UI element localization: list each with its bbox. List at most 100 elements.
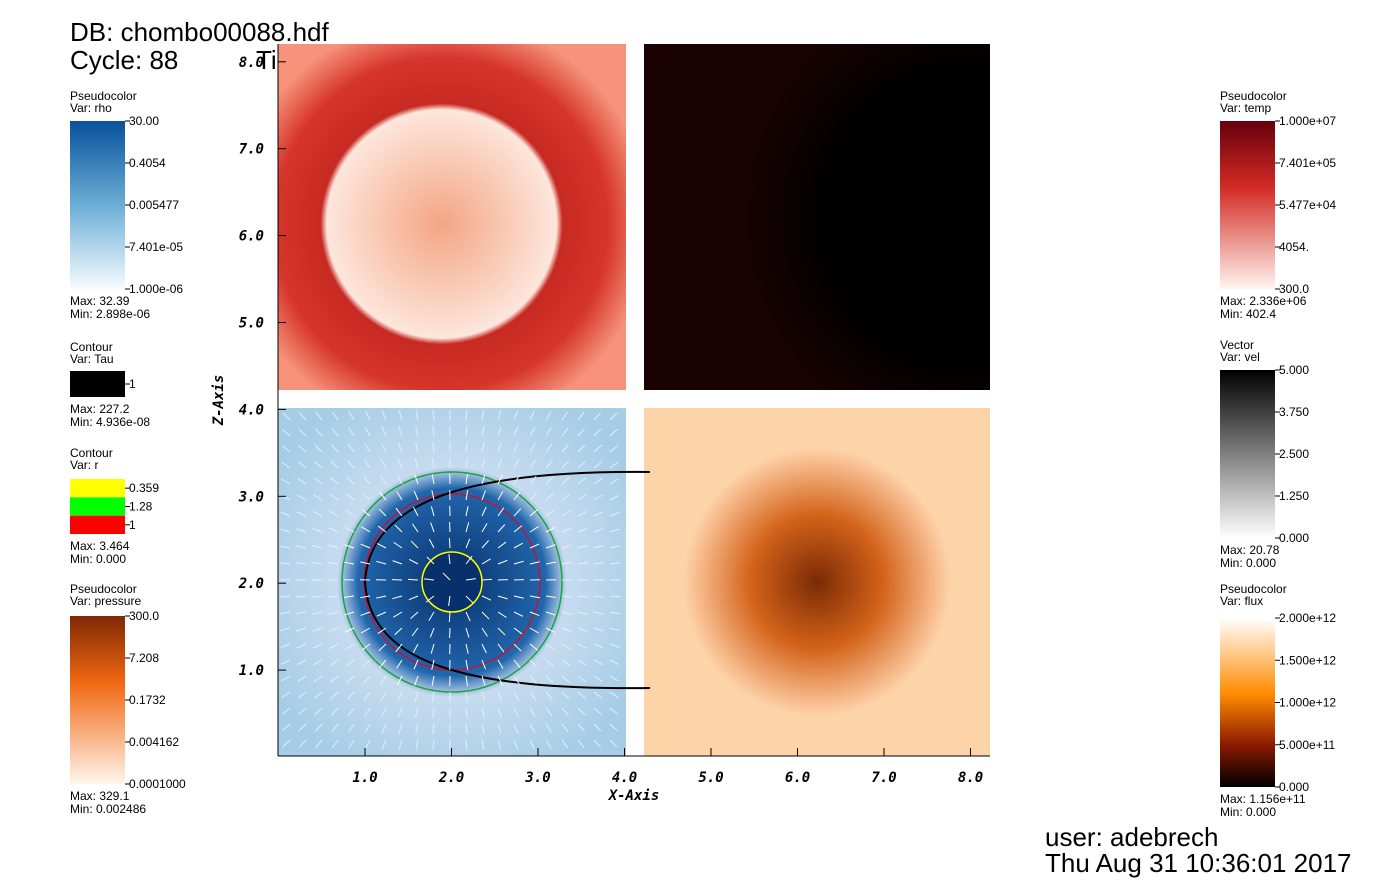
vector-arrow — [497, 723, 502, 734]
vector-arrow — [381, 739, 387, 750]
vector-arrow — [513, 410, 519, 421]
z-tick-label: 6.0 — [239, 229, 264, 245]
vector-arrow — [465, 611, 471, 622]
vector-arrow — [481, 691, 486, 702]
vector-arrow — [415, 739, 419, 750]
vector-arrow — [431, 691, 435, 702]
vector-arrow — [314, 461, 323, 469]
vector-arrow — [465, 522, 470, 533]
vector-arrow — [413, 490, 419, 501]
vector-arrow — [577, 627, 588, 632]
vector-arrow — [361, 509, 371, 517]
vector-arrow — [481, 558, 491, 565]
vector-arrow — [593, 528, 604, 533]
vector-arrow — [577, 595, 588, 598]
vector-arrow — [513, 508, 522, 517]
legend-min: Min: 2.898e-06 — [70, 307, 150, 321]
vector-arrow — [529, 611, 540, 617]
vector-arrow — [298, 428, 307, 437]
vector-arrow — [481, 643, 487, 654]
vector-arrow — [414, 442, 419, 453]
vector-arrow — [561, 723, 569, 733]
vector-arrow — [529, 492, 538, 501]
vector-arrow — [344, 561, 355, 565]
plot-area — [277, 44, 990, 757]
vector-arrow — [609, 739, 618, 748]
vector-arrow — [497, 611, 507, 618]
vector-arrow — [297, 478, 307, 485]
vector-arrow — [545, 723, 552, 733]
vector-arrow — [577, 643, 588, 649]
vector-arrow — [280, 643, 291, 649]
colorbar-label: 2.000e+12 — [1279, 611, 1336, 625]
vector-arrow — [593, 675, 603, 682]
vector-arrow — [497, 474, 503, 485]
vector-arrow — [296, 511, 307, 517]
vector-arrow — [432, 739, 435, 750]
vector-arrow — [481, 458, 486, 469]
vector-arrow — [561, 527, 572, 533]
vector-arrow — [577, 707, 586, 716]
vector-arrow — [529, 707, 536, 717]
vector-arrow — [609, 494, 620, 501]
colorbar — [70, 121, 125, 289]
vector-arrow — [577, 675, 587, 683]
vector-arrow — [609, 691, 619, 699]
vector-arrow — [398, 723, 403, 734]
vector-arrow — [529, 543, 540, 549]
vector-arrow — [497, 507, 505, 517]
colorbar-label: 0.4054 — [129, 156, 166, 170]
vector-arrow — [497, 524, 506, 533]
vector-arrow — [280, 545, 291, 549]
vector-arrow — [279, 595, 291, 598]
vector-arrow — [481, 627, 488, 637]
vector-arrow — [392, 560, 403, 565]
legend-title: Contour — [70, 446, 113, 460]
vector-arrow — [344, 527, 355, 533]
vector-arrow — [593, 595, 605, 598]
vector-arrow — [465, 675, 468, 686]
vector-arrow — [577, 444, 586, 453]
vector-arrow — [282, 739, 291, 748]
vector-arrow — [609, 545, 620, 549]
vector-arrow — [448, 554, 451, 565]
vector-arrow — [376, 595, 387, 599]
vector-arrow — [377, 627, 387, 635]
contour-swatch — [70, 515, 125, 534]
vector-arrow — [312, 643, 323, 649]
vector-arrow — [329, 493, 339, 501]
vector-arrow — [346, 493, 355, 501]
vector-arrow — [513, 643, 522, 652]
vector-arrow — [593, 511, 604, 517]
vector-arrow — [360, 543, 371, 549]
legend-title: Pseudocolor — [1220, 582, 1287, 596]
vector-arrow — [280, 562, 291, 565]
contour-swatch — [70, 479, 125, 498]
colorbar — [1220, 121, 1275, 289]
vector-arrow — [497, 643, 505, 653]
vector-arrow — [561, 691, 570, 700]
vector-arrow — [513, 560, 524, 565]
legend-var: Var: flux — [1220, 594, 1263, 608]
vector-arrow — [593, 691, 603, 699]
vector-arrow — [298, 723, 307, 732]
legend-title: Pseudocolor — [70, 89, 137, 103]
vector-arrow — [545, 476, 554, 485]
vector-arrow — [376, 560, 387, 565]
vector-arrow — [497, 675, 503, 686]
vector-arrow — [545, 459, 553, 469]
vector-arrow — [529, 627, 539, 634]
vector-arrow — [609, 611, 620, 615]
vector-arrow — [296, 627, 307, 632]
vector-arrow — [430, 506, 435, 517]
vector-arrow — [360, 561, 371, 565]
vector-arrow — [529, 675, 537, 685]
vector-arrow — [361, 627, 371, 634]
colorbar-label: 5.000e+11 — [1279, 738, 1335, 752]
vector-arrow — [312, 527, 323, 533]
vector-arrow — [529, 443, 536, 453]
legend-max: Max: 2.336e+06 — [1220, 294, 1307, 308]
vector-arrow — [481, 659, 487, 670]
contour-tau — [363, 470, 651, 690]
